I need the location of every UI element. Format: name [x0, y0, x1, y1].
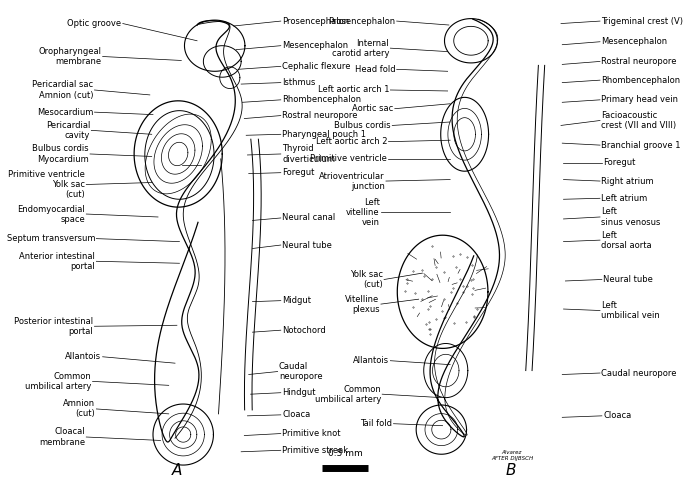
- Text: Notochord: Notochord: [282, 326, 325, 335]
- Text: 0.5 mm: 0.5 mm: [328, 449, 362, 458]
- Text: Left aortic arch 2: Left aortic arch 2: [316, 137, 388, 146]
- Text: Bulbus cordis: Bulbus cordis: [335, 121, 391, 130]
- Text: Left
vitelline
vein: Left vitelline vein: [346, 198, 380, 227]
- Text: Isthmus: Isthmus: [282, 78, 316, 87]
- Text: Primitive streak: Primitive streak: [282, 446, 348, 455]
- Text: Midgut: Midgut: [282, 296, 311, 305]
- Text: Internal
carotid artery: Internal carotid artery: [332, 39, 389, 58]
- Text: Cloaca: Cloaca: [603, 411, 631, 420]
- Text: Foregut: Foregut: [603, 158, 636, 167]
- Text: Common
umbilical artery: Common umbilical artery: [25, 372, 91, 391]
- Text: Foregut: Foregut: [282, 168, 314, 177]
- Text: Left
dorsal aorta: Left dorsal aorta: [602, 231, 652, 249]
- Text: Primary head vein: Primary head vein: [602, 96, 678, 104]
- Text: Optic groove: Optic groove: [68, 19, 121, 28]
- Text: Common
umbilical artery: Common umbilical artery: [314, 385, 381, 404]
- Text: Trigeminal crest (V): Trigeminal crest (V): [602, 16, 683, 26]
- Text: Rhombencephalon: Rhombencephalon: [282, 96, 361, 104]
- Text: Pericardial
cavity: Pericardial cavity: [46, 121, 90, 140]
- Text: Prosencephalon: Prosencephalon: [328, 16, 395, 26]
- Text: Anterior intestinal
portal: Anterior intestinal portal: [20, 252, 95, 271]
- Text: Rostral neuropore: Rostral neuropore: [602, 57, 677, 66]
- Text: Left atrium: Left atrium: [602, 194, 648, 203]
- Text: Primitive ventricle
Yolk sac
(cut): Primitive ventricle Yolk sac (cut): [8, 170, 85, 199]
- Text: Alvarez
AFTER DIJBSCH: Alvarez AFTER DIJBSCH: [491, 450, 533, 461]
- Text: Yolk sac
(cut): Yolk sac (cut): [350, 270, 383, 289]
- Text: Caudal
neuropore: Caudal neuropore: [279, 362, 323, 381]
- Text: Cephalic flexure: Cephalic flexure: [282, 62, 351, 71]
- Text: Branchial groove 1: Branchial groove 1: [602, 141, 681, 149]
- Text: A: A: [171, 463, 182, 478]
- Text: Cloacal
membrane: Cloacal membrane: [39, 428, 85, 446]
- Text: Left aortic arch 1: Left aortic arch 1: [318, 86, 389, 95]
- Text: Allantois: Allantois: [66, 352, 101, 361]
- Text: Vitelline
plexus: Vitelline plexus: [346, 295, 380, 314]
- Text: Mesocardium: Mesocardium: [37, 107, 93, 117]
- Text: Pharyngeal pouch 1: Pharyngeal pouch 1: [282, 130, 366, 139]
- Text: Neural tube: Neural tube: [603, 275, 653, 284]
- Text: Facioacoustic
crest (VII and VIII): Facioacoustic crest (VII and VIII): [602, 111, 676, 130]
- Text: Amnion
(cut): Amnion (cut): [63, 399, 95, 418]
- Text: Pericardial sac
Amnion (cut): Pericardial sac Amnion (cut): [32, 81, 93, 99]
- Text: Left
sinus venosus: Left sinus venosus: [602, 207, 661, 227]
- Text: Aortic sac: Aortic sac: [352, 104, 394, 113]
- Text: Atrioventricular
junction: Atrioventricular junction: [319, 172, 385, 191]
- Text: Primitive ventricle: Primitive ventricle: [310, 154, 388, 163]
- Text: Cloaca: Cloaca: [282, 410, 310, 419]
- Text: Prosencephalon: Prosencephalon: [282, 16, 349, 26]
- Text: Neural canal: Neural canal: [282, 213, 335, 222]
- Text: B: B: [505, 463, 516, 478]
- Text: Primitive knot: Primitive knot: [282, 429, 341, 438]
- Text: Right atrium: Right atrium: [602, 177, 654, 186]
- Text: Head fold: Head fold: [355, 65, 395, 74]
- Text: Left
umbilical vein: Left umbilical vein: [602, 301, 660, 320]
- Text: Thyroid
diverticulum: Thyroid diverticulum: [282, 145, 335, 163]
- Text: Mesencephalon: Mesencephalon: [602, 37, 668, 46]
- Text: Septum transversum: Septum transversum: [6, 234, 95, 243]
- Text: Rostral neuropore: Rostral neuropore: [282, 111, 358, 120]
- Text: Rhombencephalon: Rhombencephalon: [602, 76, 680, 85]
- Text: Caudal neuropore: Caudal neuropore: [602, 368, 677, 378]
- Text: Oropharyngeal
membrane: Oropharyngeal membrane: [38, 47, 101, 66]
- Text: Posterior intestinal
portal: Posterior intestinal portal: [14, 317, 93, 336]
- Text: Mesencephalon: Mesencephalon: [282, 41, 348, 50]
- Text: Bulbus cordis
Myocardium: Bulbus cordis Myocardium: [32, 145, 89, 163]
- Text: Tail fold: Tail fold: [360, 419, 392, 428]
- Text: Allantois: Allantois: [353, 356, 389, 365]
- Text: Neural tube: Neural tube: [282, 241, 332, 249]
- Text: Hindgut: Hindgut: [282, 388, 316, 397]
- Text: Endomyocardial
space: Endomyocardial space: [17, 204, 85, 224]
